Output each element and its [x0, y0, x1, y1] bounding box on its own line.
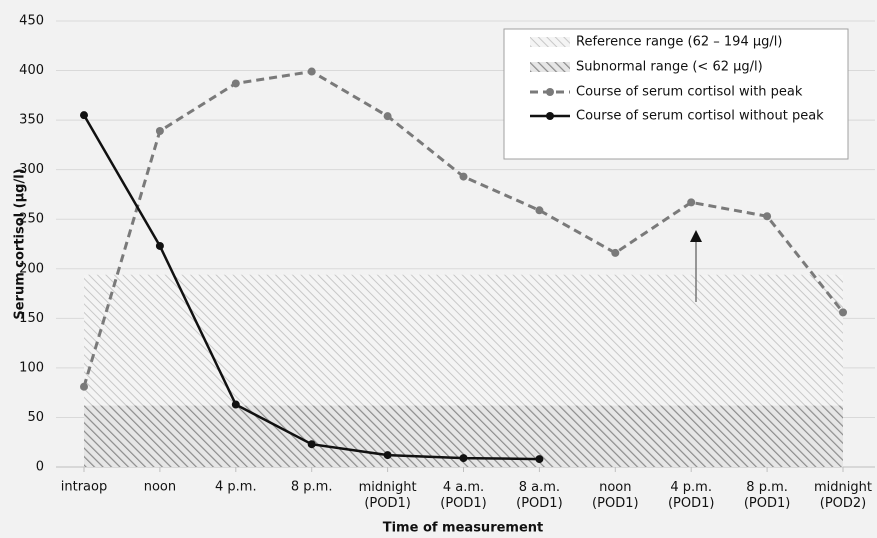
x-tick-label: noon	[144, 480, 176, 495]
legend-swatch	[530, 37, 570, 47]
legend-label: Subnormal range (< 62 µg/l)	[576, 60, 763, 75]
y-tick-label: 300	[19, 162, 44, 177]
x-tick-label: midnight (POD2)	[814, 480, 872, 511]
data-point	[80, 111, 88, 120]
data-point	[307, 440, 316, 449]
legend-marker	[546, 112, 554, 120]
data-point	[155, 241, 164, 250]
data-point	[80, 382, 88, 391]
data-point	[839, 308, 847, 317]
data-point	[231, 79, 240, 88]
data-point	[459, 172, 468, 181]
data-point	[687, 198, 696, 207]
lines	[80, 67, 847, 464]
data-point	[535, 206, 544, 215]
x-tick-label: 4 p.m. (POD1)	[668, 480, 715, 511]
x-tick-label: noon (POD1)	[592, 480, 639, 511]
data-point	[383, 451, 392, 460]
legend-swatch	[530, 62, 570, 72]
y-tick-label: 350	[19, 113, 44, 128]
range-band	[84, 274, 843, 406]
x-tick-label: 8 p.m. (POD1)	[744, 480, 791, 511]
y-tick-label: 250	[19, 212, 44, 227]
legend-marker	[546, 88, 554, 96]
y-tick-label: 50	[27, 410, 44, 425]
x-axis-title: Time of measurement	[383, 521, 544, 536]
y-tick-label: 150	[19, 311, 44, 326]
y-tick-label: 450	[19, 14, 44, 29]
x-tick-label: 8 p.m.	[291, 480, 333, 495]
y-tick-label: 200	[19, 261, 44, 276]
bands	[84, 274, 843, 467]
legend-box	[503, 28, 849, 160]
y-axis-title: Serum cortisol (µg/l)	[13, 168, 28, 319]
y-tick-label: 100	[19, 360, 44, 375]
data-point	[155, 127, 164, 136]
data-point	[459, 454, 468, 463]
data-point	[307, 67, 316, 76]
data-point	[611, 248, 620, 257]
data-point	[535, 455, 544, 464]
x-tick-label: 4 a.m. (POD1)	[440, 480, 487, 511]
x-tick-label: 8 a.m. (POD1)	[516, 480, 563, 511]
legend-label: Course of serum cortisol without peak	[576, 109, 824, 124]
y-tick-label: 400	[19, 63, 44, 78]
data-point	[383, 112, 392, 121]
legend-label: Course of serum cortisol with peak	[576, 85, 803, 100]
data-point	[763, 212, 772, 221]
x-tick-label: 4 p.m.	[215, 480, 257, 495]
y-tick-label: 0	[36, 460, 44, 475]
x-tick-label: midnight (POD1)	[359, 480, 417, 511]
data-point	[231, 400, 240, 409]
legend-label: Reference range (62 – 194 µg/l)	[576, 35, 782, 50]
x-tick-label: intraop	[61, 480, 107, 495]
